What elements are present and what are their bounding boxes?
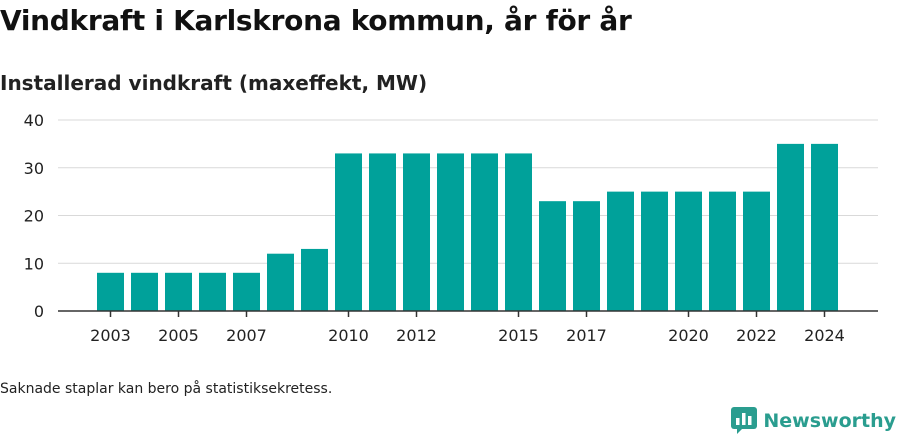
y-tick-label: 0 (34, 302, 44, 321)
x-tick-label: 2010 (328, 326, 369, 345)
bar (301, 248, 328, 311)
x-tick-label: 2007 (226, 326, 267, 345)
bar (199, 272, 226, 311)
x-tick-label: 2012 (396, 326, 437, 345)
y-tick-label: 10 (24, 254, 44, 273)
bar (641, 191, 668, 311)
bar (777, 143, 804, 311)
bar (131, 272, 158, 311)
bar (267, 253, 294, 311)
x-tick-label: 2017 (566, 326, 607, 345)
bar (233, 272, 260, 311)
brand-logo: Newsworthy (731, 407, 896, 435)
bar (97, 272, 124, 311)
y-tick-label: 20 (24, 207, 44, 226)
x-tick-label: 2022 (736, 326, 777, 345)
bar (709, 191, 736, 311)
x-tick-label: 2024 (804, 326, 845, 345)
bar (573, 201, 600, 311)
bar (403, 153, 430, 311)
bar (471, 153, 498, 311)
newsworthy-logo-icon (731, 407, 758, 434)
chart-subtitle: Installerad vindkraft (maxeffekt, MW) (0, 71, 428, 95)
x-tick-label: 2005 (158, 326, 199, 345)
bar (335, 153, 362, 311)
bar (437, 153, 464, 311)
x-tick-label: 2003 (90, 326, 131, 345)
x-tick-label: 2015 (498, 326, 539, 345)
y-tick-label: 40 (24, 111, 44, 130)
y-tick-label: 30 (24, 159, 44, 178)
bar (811, 143, 838, 311)
bar (505, 153, 532, 311)
brand-name: Newsworthy (763, 410, 896, 432)
x-tick-label: 2020 (668, 326, 709, 345)
bar-chart: 0 10 20 30 40 2003 2005 2007 2010 2012 2015 2017 202… (24, 111, 878, 345)
bar (743, 191, 770, 311)
bar (539, 201, 566, 311)
bar (675, 191, 702, 311)
bar (607, 191, 634, 311)
bar (369, 153, 396, 311)
chart-title: Vindkraft i Karlskrona kommun, år för år (0, 4, 632, 37)
footnote: Saknade staplar kan bero på statistiksek… (0, 381, 333, 397)
bar (165, 272, 192, 311)
